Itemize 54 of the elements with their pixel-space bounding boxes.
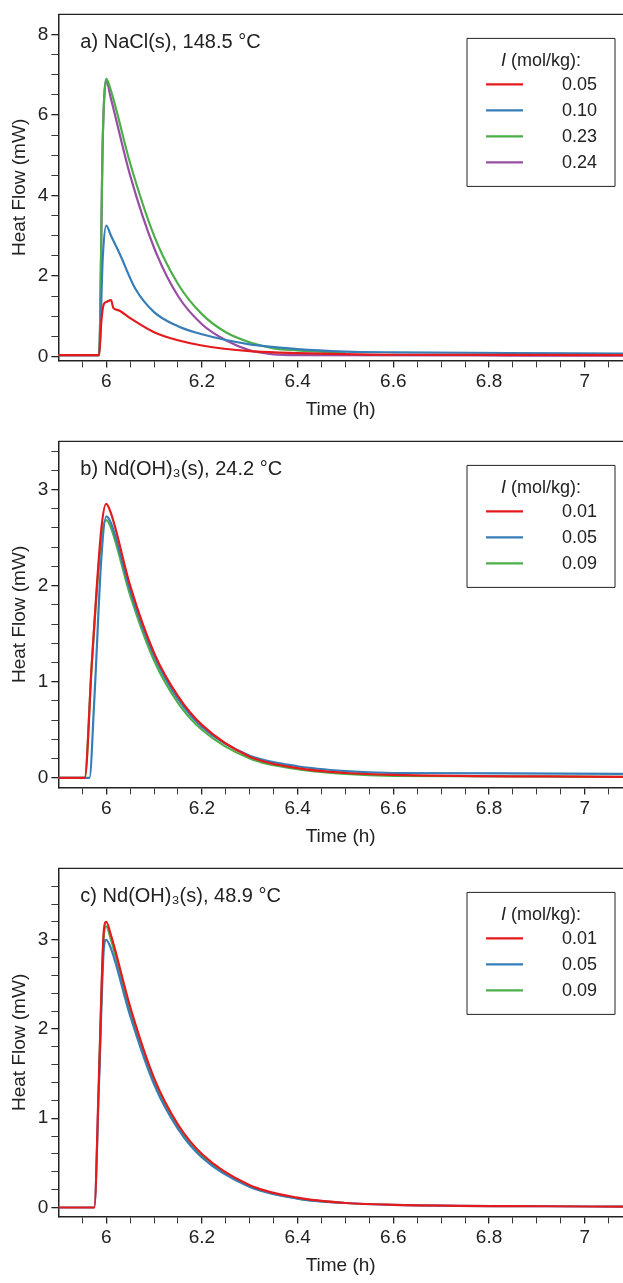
- x-axis-title: Time (h): [305, 397, 376, 419]
- x-axis-title: Time (h): [305, 824, 376, 846]
- x-tick-label: 6.8: [475, 1226, 503, 1248]
- x-tick-label: 6.6: [380, 370, 407, 392]
- text: b) Nd(OH)₃(s), 24.2 °C: [80, 457, 283, 480]
- legend-title: I (mol/kg):: [501, 477, 582, 498]
- x-tick-label: 6: [100, 797, 112, 819]
- y-tick-label: 4: [37, 183, 49, 205]
- x-tick-label: 6.6: [380, 1226, 407, 1248]
- y-tick-label: 6: [37, 103, 49, 125]
- legend-label: 0.05: [561, 74, 597, 95]
- y-tick-label: 0: [37, 344, 49, 366]
- x-tick-label: 6.4: [284, 370, 312, 392]
- legend-title: I (mol/kg):: [501, 50, 582, 71]
- y-tick-label: 8: [37, 22, 49, 44]
- x-axis-title: Time (h): [305, 1253, 376, 1275]
- y-axis-title: Heat Flow (mW): [7, 545, 29, 684]
- x-tick-label: 6: [100, 370, 112, 392]
- legend-label: 0.05: [561, 527, 597, 548]
- y-tick-label: 2: [37, 1017, 49, 1039]
- y-tick-label: 3: [37, 928, 49, 950]
- legend-label: 0.23: [561, 126, 597, 147]
- y-tick-label: 1: [37, 1106, 49, 1128]
- x-tick-label: 6.2: [188, 797, 216, 819]
- x-tick-label: 6.8: [475, 370, 503, 392]
- legend-label: 0.01: [561, 501, 597, 522]
- text: a) NaCl(s), 148.5 °C: [80, 30, 261, 53]
- x-tick-label: 6: [100, 1226, 112, 1248]
- x-tick-label: 7: [579, 1226, 591, 1248]
- legend-title: I (mol/kg):: [501, 904, 582, 925]
- x-tick-label: 6.6: [380, 797, 407, 819]
- legend-label: 0.01: [561, 928, 597, 949]
- y-tick-label: 2: [37, 264, 49, 286]
- y-axis-title: Heat Flow (mW): [7, 973, 29, 1112]
- text: c) Nd(OH)₃(s), 48.9 °C: [80, 884, 281, 907]
- legend-label: 0.10: [561, 100, 597, 121]
- legend-label: 0.09: [561, 553, 597, 574]
- y-axis-title: Heat Flow (mW): [7, 118, 29, 257]
- x-tick-label: 6.2: [188, 370, 216, 392]
- line-series: [58, 298, 623, 357]
- legend-label: 0.09: [561, 980, 597, 1001]
- x-tick-label: 7: [579, 370, 591, 392]
- x-tick-label: 6.8: [475, 797, 503, 819]
- legend-label: 0.05: [561, 954, 597, 975]
- y-tick-label: 1: [37, 669, 49, 691]
- x-tick-label: 6.2: [188, 1226, 216, 1248]
- x-tick-label: 7: [579, 797, 591, 819]
- legend-label: 0.24: [561, 152, 597, 173]
- x-tick-label: 6.4: [284, 797, 312, 819]
- y-tick-label: 0: [37, 766, 49, 788]
- x-tick-label: 6.4: [284, 1226, 312, 1248]
- y-tick-label: 0: [37, 1195, 49, 1217]
- y-tick-label: 3: [37, 477, 49, 499]
- y-tick-label: 2: [37, 573, 49, 595]
